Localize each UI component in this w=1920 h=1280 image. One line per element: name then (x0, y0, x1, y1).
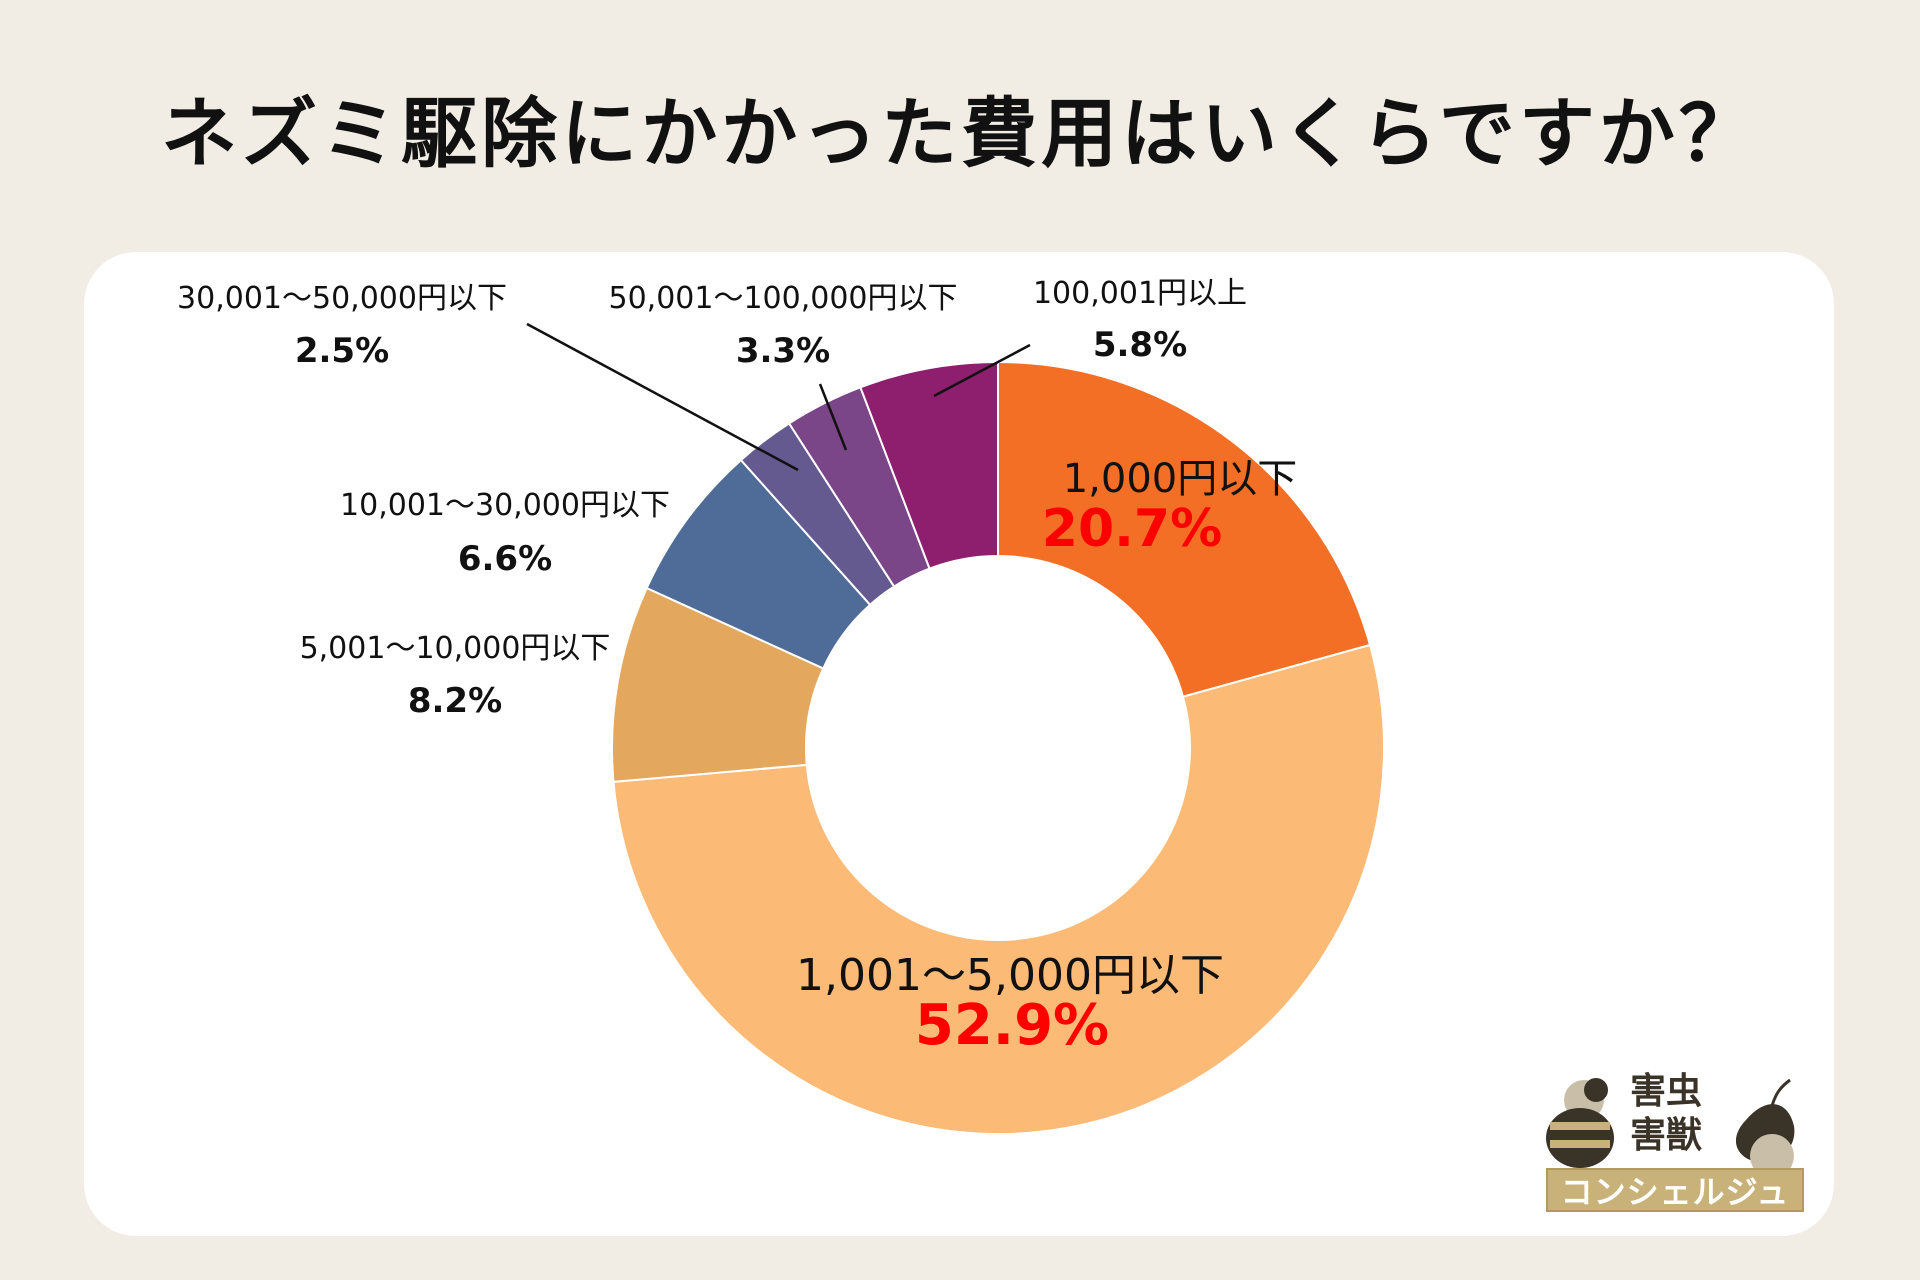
category-label-4: 30,001〜50,000円以下 (177, 281, 507, 316)
value-label-5: 3.3% (736, 331, 830, 371)
brand-logo: 害虫 害獣 コンシェルジュ (1536, 1056, 1806, 1216)
leader-line-6 (933, 343, 1031, 398)
category-label-1: 1,001〜5,000円以下 (796, 950, 1224, 1001)
logo-text-line1: 害虫 (1630, 1071, 1703, 1112)
leader-line-4 (526, 322, 799, 472)
value-label-4: 2.5% (295, 331, 389, 371)
leader-line-5 (818, 383, 848, 451)
logo-band: コンシェルジュ (1546, 1168, 1804, 1212)
value-label-2: 8.2% (408, 681, 502, 721)
value-label-1: 52.9% (915, 993, 1109, 1058)
value-label-0: 20.7% (1042, 499, 1222, 559)
donut-slice-1 (612, 643, 1385, 1135)
bee-mouse-icon (1546, 1078, 1795, 1178)
category-label-6: 100,001円以上 (1033, 276, 1247, 311)
value-label-3: 6.6% (458, 539, 552, 579)
value-label-6: 5.8% (1093, 325, 1187, 365)
category-label-2: 5,001〜10,000円以下 (300, 631, 611, 666)
logo-text-line2: 害獣 (1630, 1115, 1703, 1156)
chart-title: ネズミ駆除にかかった費用はいくらですか？ (161, 89, 1759, 178)
donut-slice-0 (997, 360, 1372, 698)
category-label-0: 1,000円以下 (1063, 456, 1298, 502)
category-label-3: 10,001〜30,000円以下 (340, 488, 670, 523)
category-label-5: 50,001〜100,000円以下 (608, 281, 957, 316)
